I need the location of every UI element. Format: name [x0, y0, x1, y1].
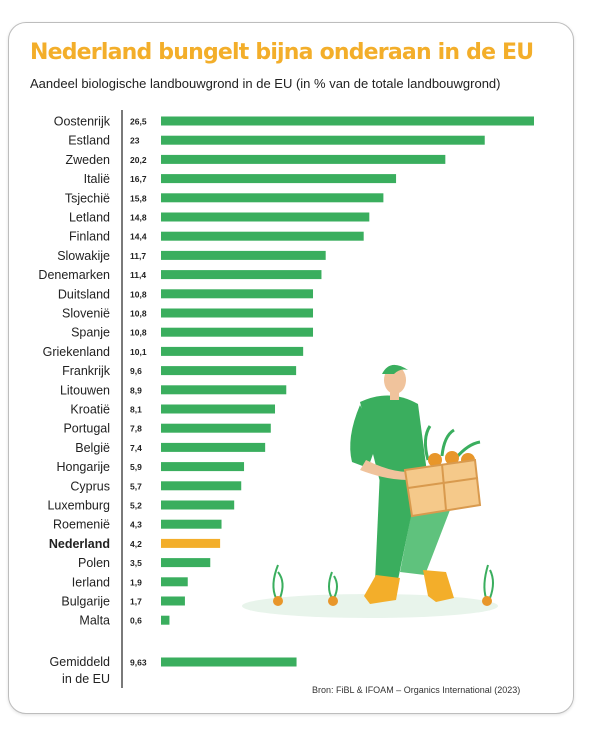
- category-label: Tsjechië: [65, 191, 110, 205]
- category-label: Oostenrijk: [54, 115, 111, 129]
- bar: [161, 327, 314, 337]
- bar: [161, 154, 446, 164]
- value-label: 0,6: [130, 616, 142, 626]
- value-label: 9,6: [130, 366, 142, 376]
- bar: [161, 289, 314, 299]
- bar: [161, 135, 485, 145]
- bar: [161, 558, 211, 568]
- value-label: 1,9: [130, 577, 142, 587]
- bar: [161, 270, 322, 280]
- bar: [161, 212, 370, 222]
- category-label: Denemarken: [38, 268, 110, 282]
- bar: [161, 116, 534, 126]
- bar: [161, 231, 364, 241]
- category-label: Bulgarije: [61, 595, 110, 609]
- value-label: 8,1: [130, 405, 142, 415]
- value-label: 10,8: [130, 328, 147, 338]
- bar: [161, 615, 170, 625]
- value-label: 5,9: [130, 462, 142, 472]
- bar: [161, 596, 185, 606]
- category-label: Estland: [68, 134, 110, 148]
- category-label: Griekenland: [43, 345, 110, 359]
- bar: [161, 538, 221, 548]
- bar: [161, 519, 222, 529]
- category-label: Hongarije: [56, 460, 110, 474]
- bar: [161, 577, 188, 587]
- value-label: 10,8: [130, 309, 147, 319]
- bar: [161, 174, 397, 184]
- bar: [161, 346, 304, 356]
- category-label: Letland: [69, 211, 110, 225]
- bar: [161, 423, 271, 433]
- category-label: België: [75, 441, 110, 455]
- value-label: 11,7: [130, 251, 146, 261]
- category-label: Polen: [78, 556, 110, 570]
- bar: [161, 462, 245, 472]
- value-label: 3,5: [130, 558, 142, 568]
- value-label: 14,4: [130, 232, 147, 242]
- category-label: Malta: [79, 614, 110, 628]
- value-label: 1,7: [130, 597, 142, 607]
- value-label: 4,3: [130, 520, 142, 530]
- value-label: 10,8: [130, 289, 147, 299]
- value-label: 7,8: [130, 424, 142, 434]
- bar: [161, 366, 297, 376]
- value-label: 10,1: [130, 347, 147, 357]
- average-label: Gemiddeld: [50, 655, 110, 669]
- bar: [161, 193, 384, 203]
- value-label: 23: [130, 136, 140, 146]
- value-label: 16,7: [130, 174, 147, 184]
- value-label: 5,7: [130, 481, 142, 491]
- value-label: 8,9: [130, 385, 142, 395]
- category-label: Litouwen: [60, 383, 110, 397]
- category-label: Roemenië: [53, 518, 110, 532]
- value-label: 26,5: [130, 117, 147, 127]
- category-label: Frankrijk: [62, 364, 111, 378]
- bar: [161, 500, 235, 510]
- bar: [161, 481, 242, 491]
- bar: [161, 308, 314, 318]
- seedling-icon: [328, 571, 338, 606]
- category-label: Cyprus: [70, 479, 110, 493]
- category-label: Duitsland: [58, 287, 110, 301]
- bar: [161, 250, 326, 260]
- average-value-label: 9,63: [130, 658, 147, 668]
- value-label: 7,4: [130, 443, 142, 453]
- seedling-icon: [272, 564, 284, 606]
- value-label: 11,4: [130, 270, 146, 280]
- category-label: Slowakije: [57, 249, 110, 263]
- category-label: Spanje: [71, 326, 110, 340]
- category-label: Slovenië: [62, 307, 110, 321]
- farmer-illustration: [242, 364, 498, 618]
- chart-title: Nederland bungelt bijna onderaan in de E…: [30, 40, 534, 65]
- average-bar: [161, 657, 297, 667]
- value-label: 5,2: [130, 501, 142, 511]
- value-label: 20,2: [130, 155, 147, 165]
- category-label: Portugal: [63, 422, 110, 436]
- category-label: Finland: [69, 230, 110, 244]
- category-label: Luxemburg: [47, 499, 110, 513]
- category-label: Italië: [84, 172, 110, 186]
- value-label: 15,8: [130, 193, 147, 203]
- category-label: Zweden: [66, 153, 111, 167]
- average-label: in de EU: [62, 672, 110, 686]
- category-label: Nederland: [49, 537, 110, 551]
- bar: [161, 385, 287, 395]
- value-label: 14,8: [130, 213, 147, 223]
- source-note: Bron: FiBL & IFOAM – Organics Internatio…: [312, 685, 521, 695]
- category-label: Ierland: [72, 575, 110, 589]
- category-label: Kroatië: [70, 403, 110, 417]
- seedling-icon: [482, 564, 494, 606]
- chart-subtitle: Aandeel biologische landbouwgrond in de …: [30, 76, 501, 91]
- bar: [161, 442, 266, 452]
- bar: [161, 404, 276, 414]
- value-label: 4,2: [130, 539, 142, 549]
